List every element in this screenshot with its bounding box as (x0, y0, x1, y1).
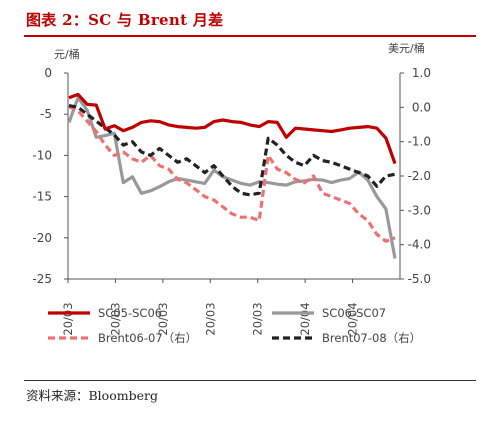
left-tick-label: -5 (40, 107, 52, 121)
x-tick-label: 20/03 (203, 302, 217, 335)
x-tick-label: 20/03 (156, 302, 170, 335)
series-line-2 (67, 96, 397, 259)
right-tick-label: -5.0 (408, 272, 431, 286)
x-tick-label: 20/03 (108, 302, 122, 335)
legend-label: Brent07-08（右） (322, 331, 421, 345)
right-tick-label: 0.0 (412, 100, 431, 114)
left-tick-label: 0 (44, 66, 52, 80)
source-note: 资料来源：Bloomberg (26, 388, 158, 403)
legend-label: Brent06-07（右） (98, 331, 197, 345)
chart-title: 图表 2：SC 与 Brent 月差 (26, 11, 224, 29)
legend-label: SC06-SC07 (322, 306, 386, 320)
x-tick-label: 20/04 (298, 302, 312, 335)
x-tick-label: 20/03 (61, 302, 75, 335)
legend-label: SC05-SC06 (98, 306, 162, 320)
left-tick-label: -20 (32, 231, 52, 245)
footer-divider (24, 380, 476, 381)
right-tick-label: -1.0 (408, 135, 431, 149)
series-line-3 (68, 105, 396, 243)
right-axis-unit: 美元/桶 (388, 41, 425, 55)
series-line-4 (68, 104, 396, 197)
right-tick-label: 1.0 (412, 66, 431, 80)
left-tick-label: -25 (32, 272, 52, 286)
left-tick-label: -15 (32, 190, 52, 204)
left-tick-label: -10 (32, 148, 52, 162)
left-axis-unit: 元/桶 (54, 47, 80, 61)
right-tick-label: -3.0 (408, 203, 431, 217)
x-tick-label: 20/03 (251, 302, 265, 335)
right-tick-label: -2.0 (408, 169, 431, 183)
x-tick-label: 20/04 (346, 302, 360, 335)
title-divider (24, 35, 476, 37)
right-tick-label: -4.0 (408, 238, 431, 252)
series-line-1 (68, 92, 397, 165)
